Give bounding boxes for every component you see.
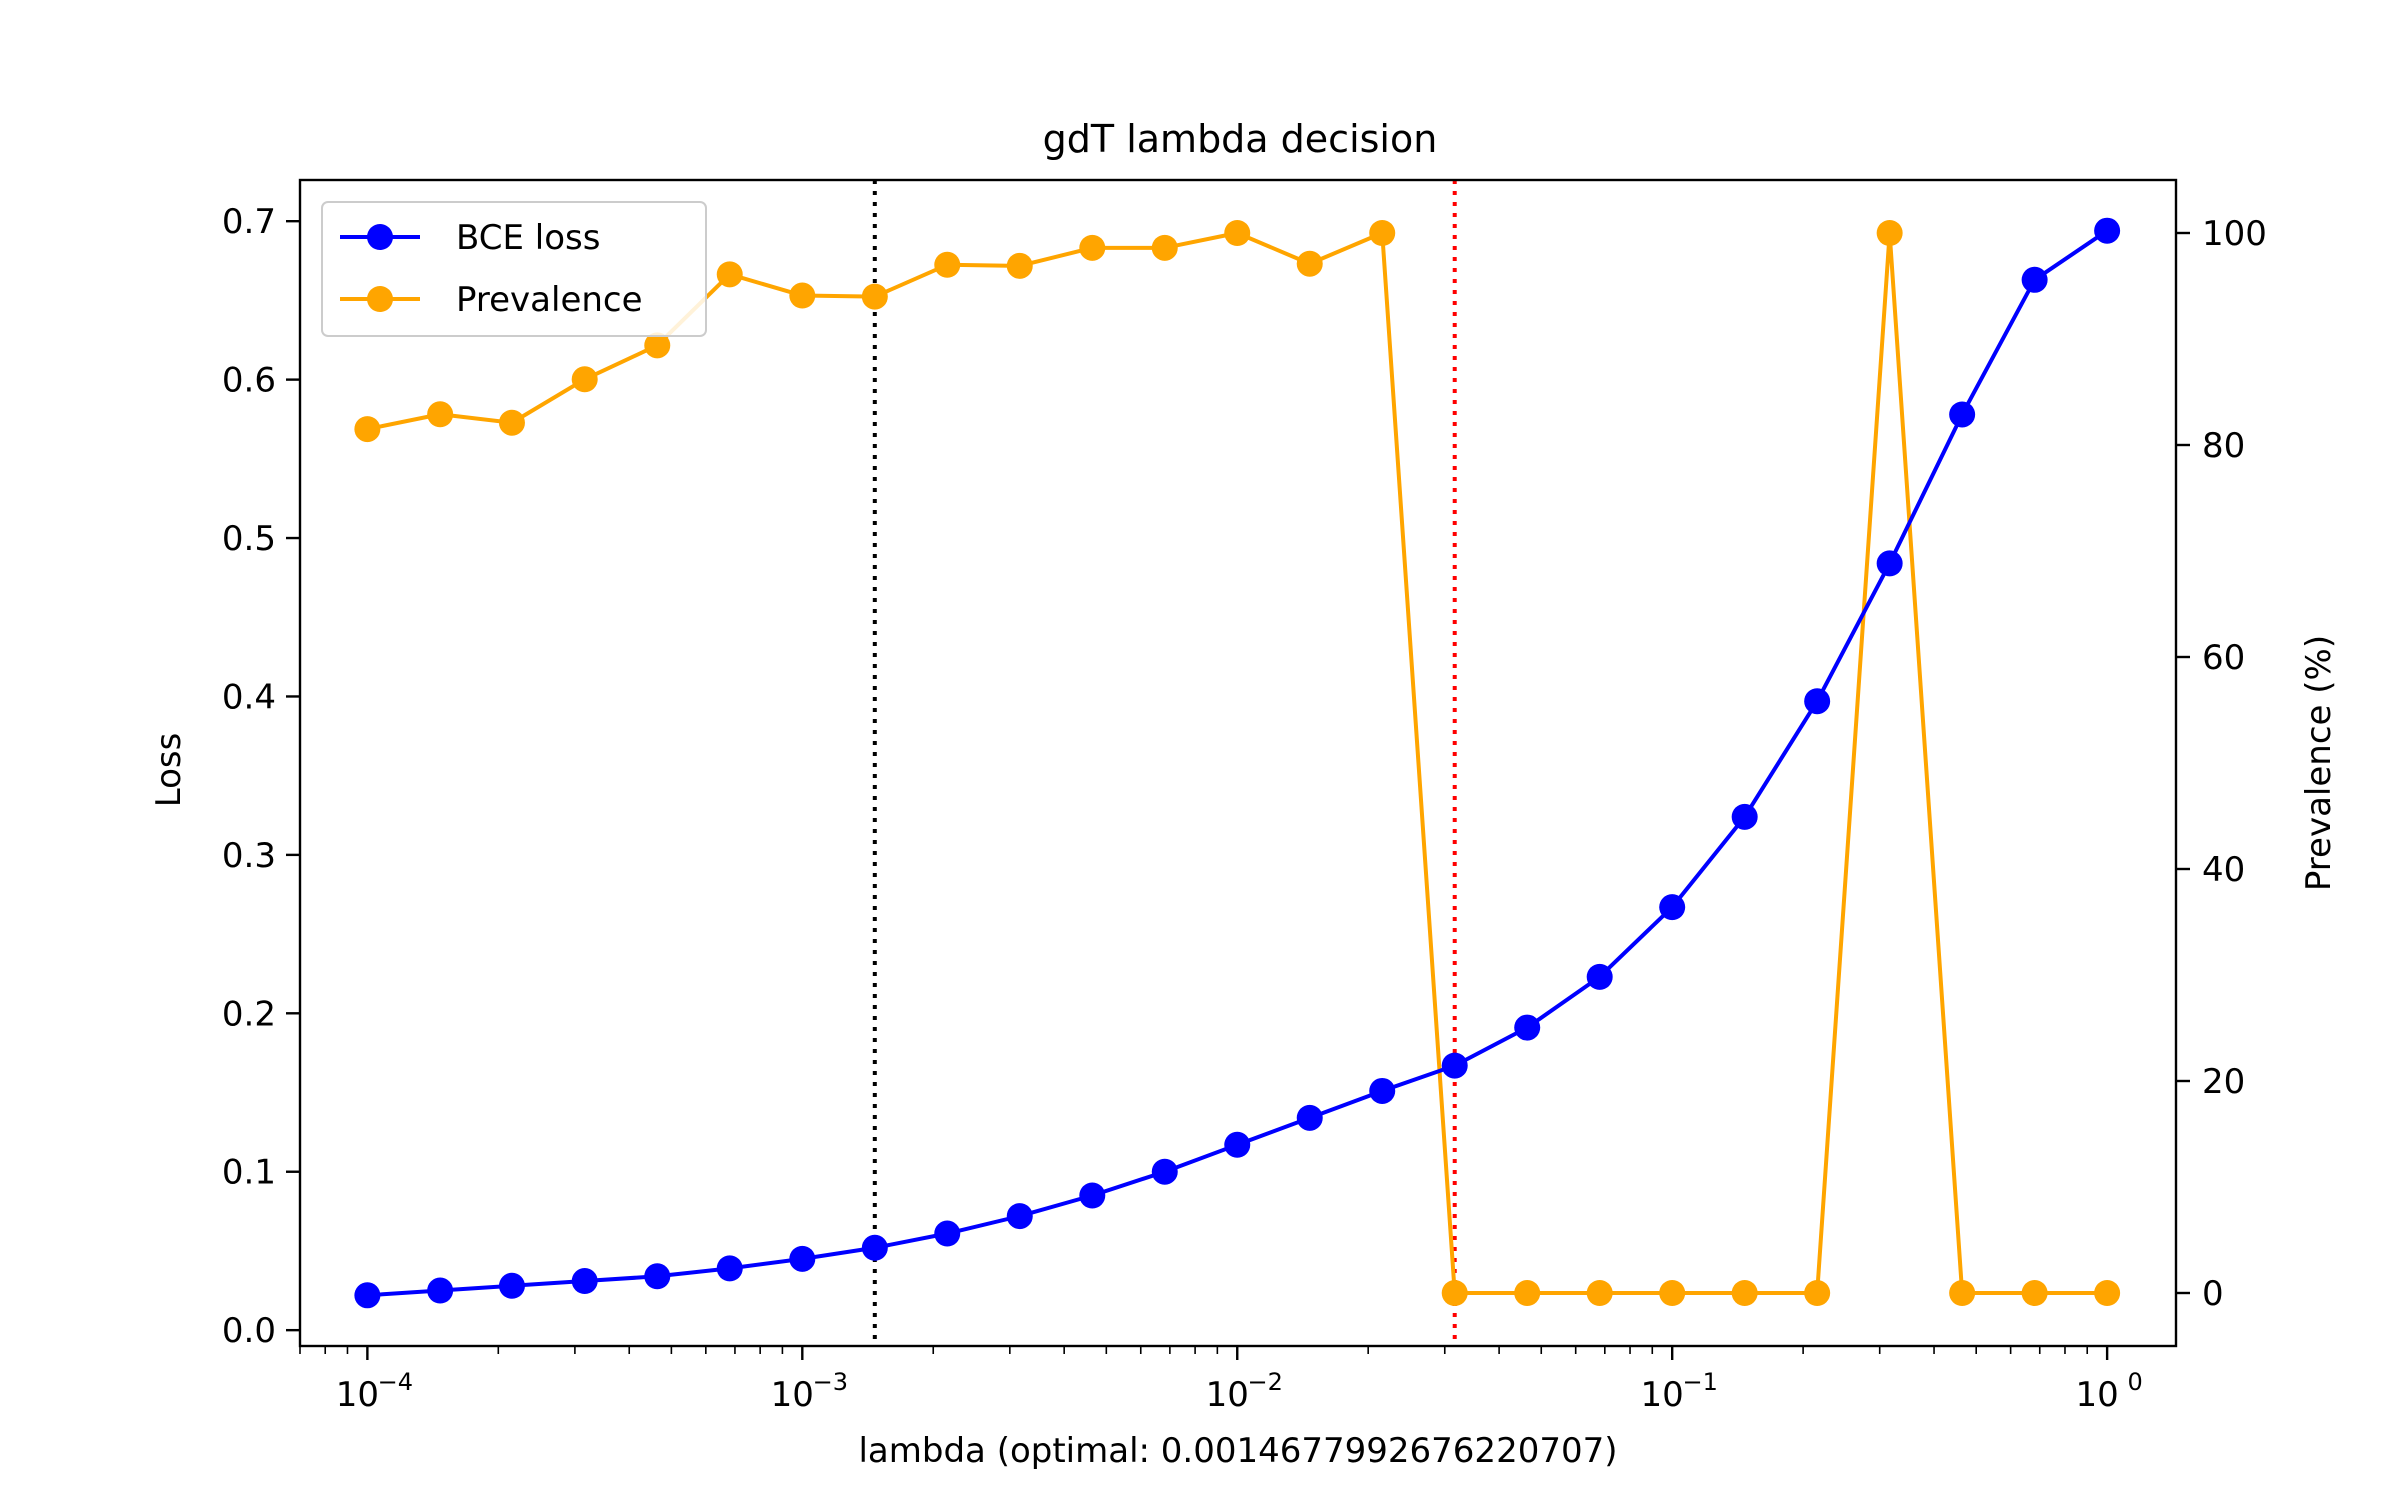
data-point bbox=[1296, 1104, 1323, 1131]
data-point bbox=[2094, 217, 2121, 244]
y2-tick-label: 100 bbox=[2202, 214, 2267, 254]
x-tick-label-exponent: −1 bbox=[1682, 1368, 1717, 1396]
data-point bbox=[1296, 250, 1323, 277]
y2-tick-label: 20 bbox=[2202, 1062, 2245, 1102]
y-tick-label: 0.3 bbox=[222, 836, 276, 876]
x-tick-label: 10 bbox=[1641, 1375, 1684, 1415]
data-point bbox=[644, 1263, 671, 1290]
x-tick-label-exponent: −2 bbox=[1248, 1368, 1283, 1396]
data-point bbox=[1731, 803, 1758, 830]
data-point bbox=[1804, 1280, 1831, 1306]
x-tick-label-exponent: −3 bbox=[813, 1368, 848, 1396]
x-tick-label: 10 bbox=[336, 1375, 379, 1415]
data-point bbox=[2021, 266, 2048, 293]
data-point bbox=[1369, 220, 1396, 246]
data-point bbox=[354, 1282, 381, 1309]
data-point bbox=[861, 1234, 888, 1261]
data-point bbox=[934, 1220, 961, 1247]
legend-marker bbox=[367, 224, 393, 250]
x-tick-label: 10 bbox=[771, 1375, 814, 1415]
y2-tick-label: 0 bbox=[2202, 1274, 2224, 1314]
data-point bbox=[934, 251, 961, 278]
data-point bbox=[1006, 252, 1033, 279]
data-point bbox=[1224, 1131, 1251, 1158]
data-point bbox=[1224, 220, 1251, 246]
data-point bbox=[354, 416, 381, 443]
series-bce-loss bbox=[354, 217, 2121, 1309]
data-point bbox=[2094, 1280, 2121, 1306]
data-point bbox=[571, 1268, 598, 1295]
y2-axis: 0 20 40 60 80 100 bbox=[2176, 214, 2267, 1314]
data-point bbox=[644, 332, 671, 359]
data-point bbox=[1441, 1280, 1468, 1306]
plot-area bbox=[354, 180, 2121, 1346]
data-point bbox=[1514, 1014, 1541, 1041]
data-point bbox=[427, 401, 454, 428]
y-tick-label: 0.2 bbox=[222, 994, 276, 1034]
data-point bbox=[1151, 234, 1178, 261]
y-tick-label: 0.7 bbox=[222, 202, 276, 242]
data-point bbox=[1949, 401, 1976, 428]
data-point bbox=[716, 1255, 743, 1282]
data-point bbox=[1079, 234, 1106, 261]
data-point bbox=[2021, 1280, 2048, 1306]
data-point bbox=[1804, 688, 1831, 715]
data-point bbox=[861, 283, 888, 310]
data-point bbox=[1586, 963, 1613, 990]
y2-tick-label: 80 bbox=[2202, 426, 2245, 466]
legend-entry: BCE loss bbox=[340, 218, 600, 258]
data-point bbox=[1949, 1280, 1976, 1306]
x-axis-label: lambda (optimal: 0.0014677992676220707) bbox=[858, 1431, 1617, 1471]
x-axis: 10−4 10−3 10−2 10−1 10 0 bbox=[299, 1346, 2143, 1415]
legend-label: Prevalence bbox=[456, 280, 643, 320]
legend-entry: Prevalence bbox=[340, 280, 643, 320]
data-point bbox=[1586, 1280, 1613, 1306]
series-prevalence bbox=[354, 220, 2121, 1306]
legend-label: BCE loss bbox=[456, 218, 600, 258]
data-point bbox=[1441, 1052, 1468, 1079]
x-tick-label: 10 bbox=[2075, 1375, 2118, 1415]
y-tick-label: 0.4 bbox=[222, 677, 276, 717]
data-point bbox=[1079, 1182, 1106, 1209]
data-point bbox=[1151, 1158, 1178, 1185]
y-tick-label: 0.5 bbox=[222, 519, 276, 559]
y-axis-label: Loss bbox=[149, 733, 189, 808]
data-point bbox=[498, 1272, 525, 1299]
data-point bbox=[1006, 1203, 1033, 1230]
data-point bbox=[1659, 894, 1686, 921]
x-tick-label: 10 bbox=[1206, 1375, 1249, 1415]
data-point bbox=[571, 366, 598, 393]
data-point bbox=[789, 282, 816, 309]
data-point bbox=[716, 261, 743, 288]
data-point bbox=[427, 1277, 454, 1304]
data-point bbox=[1876, 550, 1903, 577]
data-point bbox=[1514, 1280, 1541, 1306]
data-point bbox=[789, 1245, 816, 1272]
chart-title: gdT lambda decision bbox=[1043, 117, 1438, 161]
y-tick-label: 0.0 bbox=[222, 1311, 276, 1351]
data-point bbox=[1659, 1280, 1686, 1306]
y-axis: 0.0 0.1 0.2 0.3 0.4 0.5 0.6 0.7 bbox=[222, 202, 300, 1351]
x-tick-label-exponent: −4 bbox=[378, 1368, 413, 1396]
y2-tick-label: 60 bbox=[2202, 638, 2245, 678]
data-point bbox=[1369, 1077, 1396, 1104]
x-tick-label-exponent: 0 bbox=[2127, 1368, 2142, 1396]
data-point bbox=[1876, 220, 1903, 246]
y-tick-label: 0.6 bbox=[222, 361, 276, 401]
y-tick-label: 0.1 bbox=[222, 1153, 276, 1193]
data-point bbox=[498, 409, 525, 436]
y2-axis-label: Prevalence (%) bbox=[2299, 635, 2339, 891]
y2-tick-label: 40 bbox=[2202, 850, 2245, 890]
data-point bbox=[1731, 1280, 1758, 1306]
legend: BCE loss Prevalence bbox=[321, 201, 707, 337]
legend-marker bbox=[367, 286, 393, 312]
